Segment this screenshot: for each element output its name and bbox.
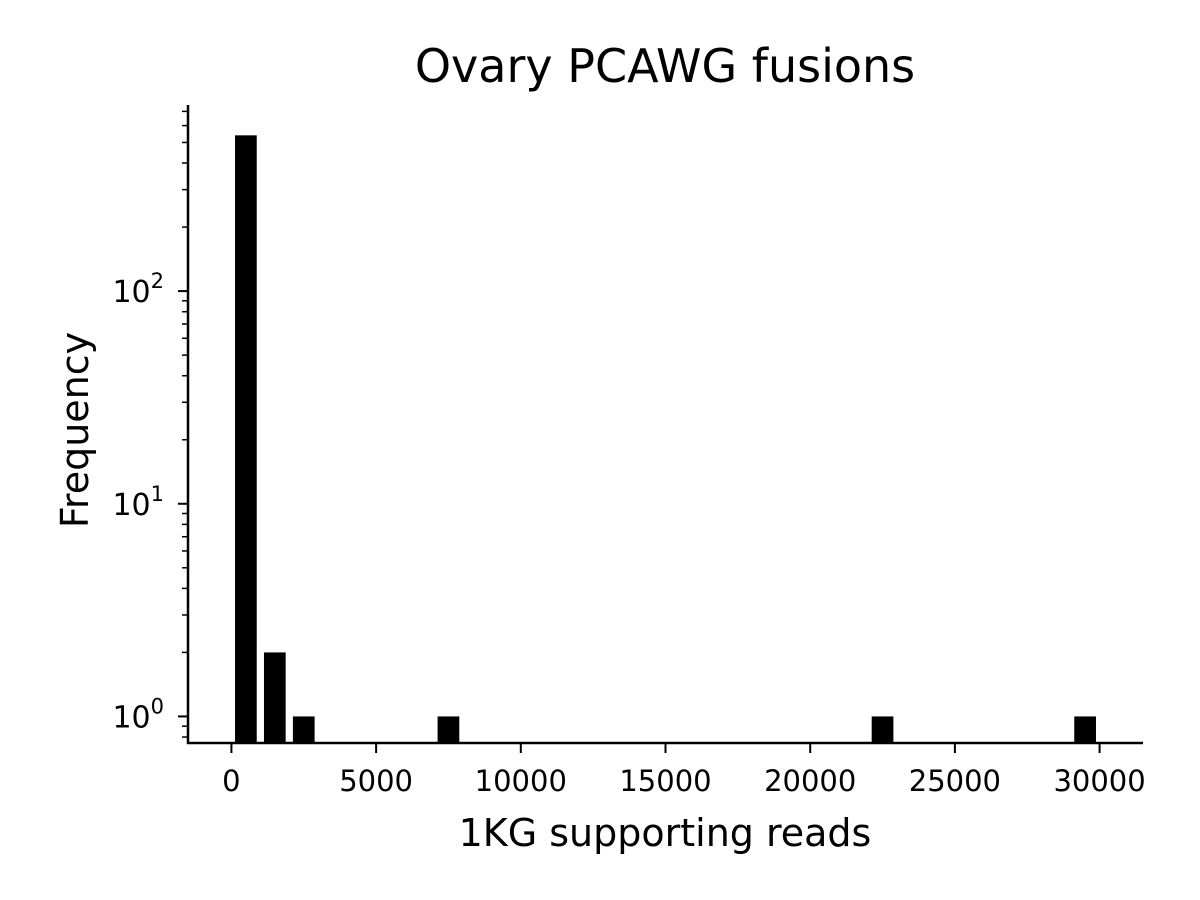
chart-title: Ovary PCAWG fusions (415, 39, 915, 93)
x-tick-label-1: 5000 (339, 764, 413, 798)
y-tick-label-2: 102 (112, 269, 164, 310)
x-tick-label-3: 15000 (619, 764, 711, 798)
x-ticks: 0 5000 10000 15000 20000 25000 30000 (222, 743, 1146, 798)
bars-group (235, 135, 1096, 743)
x-tick-label-4: 20000 (764, 764, 856, 798)
x-tick-label-5: 25000 (909, 764, 1001, 798)
x-axis-label: 1KG supporting reads (459, 811, 872, 855)
bar-5 (1074, 716, 1096, 743)
x-tick-label-2: 10000 (475, 764, 567, 798)
y-axis-label: Frequency (53, 332, 97, 528)
bar-3 (437, 716, 460, 743)
y-tick-label-0: 100 (112, 694, 164, 735)
bar-2 (292, 716, 315, 743)
bar-4 (871, 716, 894, 743)
bar-0 (235, 135, 257, 743)
x-tick-label-6: 30000 (1053, 764, 1145, 798)
bar-1 (263, 652, 286, 743)
y-ticks: 100 101 102 (112, 110, 188, 738)
y-tick-label-1: 101 (112, 482, 164, 523)
x-tick-label-0: 0 (222, 764, 240, 798)
